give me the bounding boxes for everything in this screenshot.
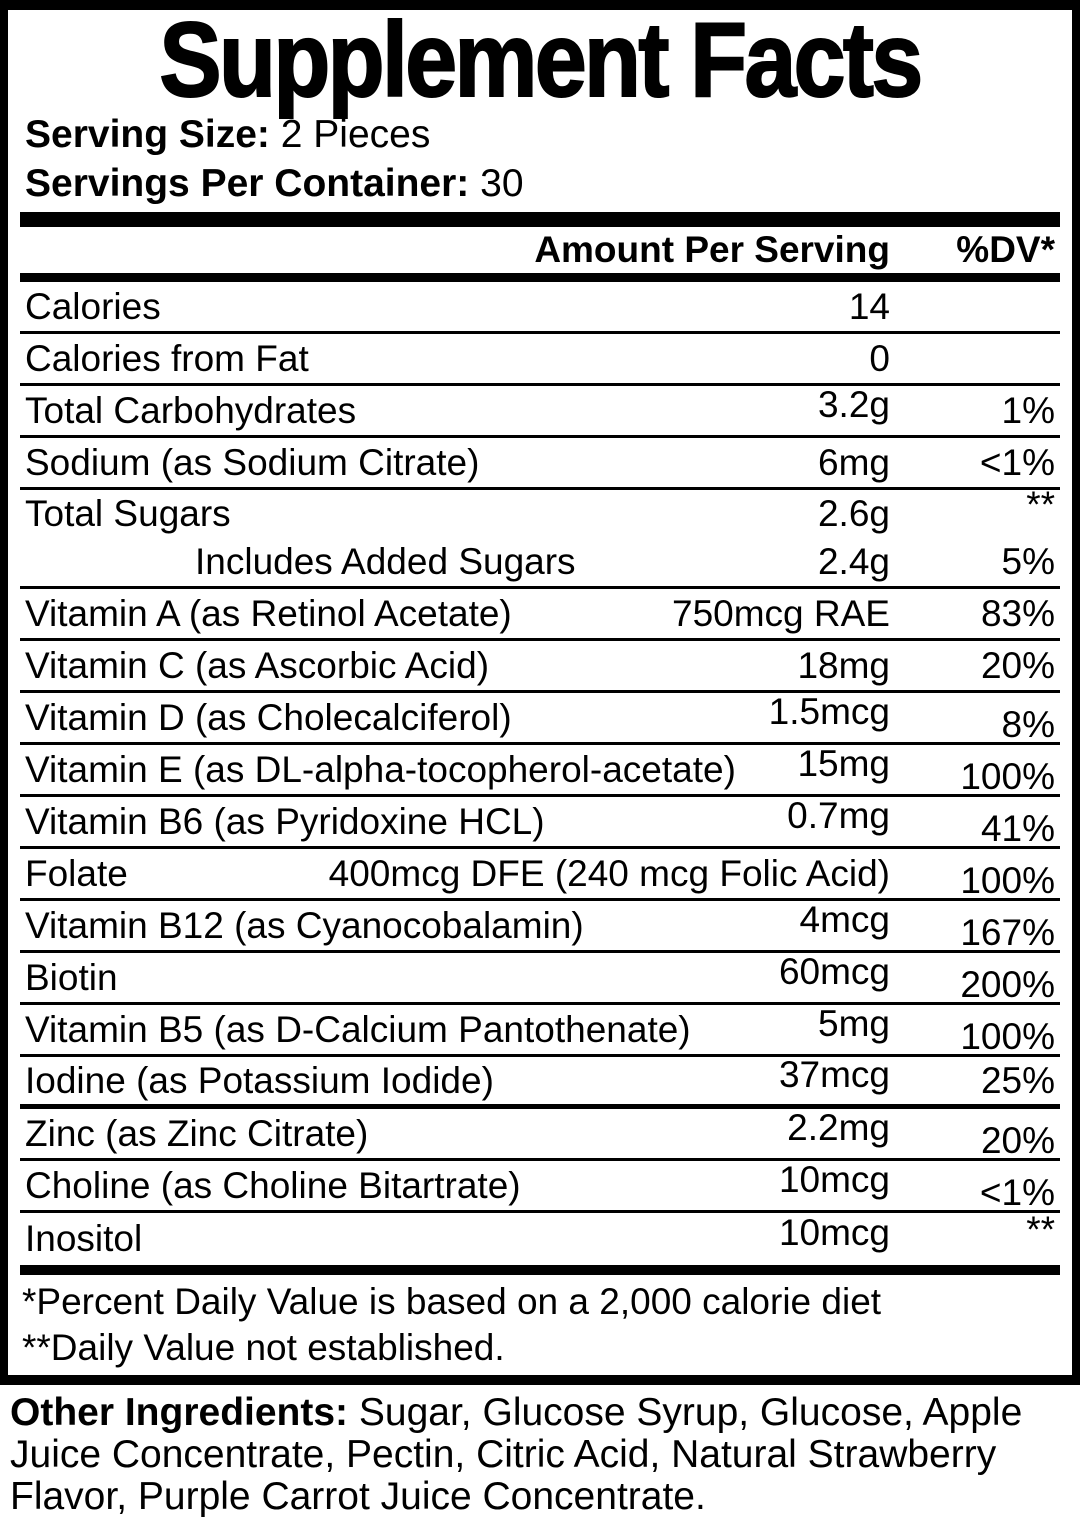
nutrient-label: Vitamin C (as Ascorbic Acid): [25, 644, 490, 686]
nutrient-dv: 100%: [960, 859, 1055, 901]
nutrient-amount: 0.7mg: [787, 794, 890, 836]
nutrient-dv: 8%: [1001, 703, 1055, 745]
nutrient-label: Vitamin B6 (as Pyridoxine HCL): [25, 800, 545, 842]
thick-divider-footnotes: [20, 1265, 1060, 1275]
nutrient-row: Total Carbohydrates 3.2g 1%: [20, 383, 1060, 438]
other-ingredients-label: Other Ingredients:: [10, 1391, 349, 1434]
nutrient-dv: 20%: [980, 1119, 1055, 1161]
nutrient-label: Total Sugars: [25, 493, 231, 534]
nutrient-label: Includes Added Sugars: [195, 541, 576, 582]
thick-divider-top: [20, 212, 1060, 227]
nutrient-row: Calories from Fat 0: [20, 334, 1060, 386]
nutrient-dv: **: [1026, 1209, 1055, 1250]
nutrient-dv: 25%: [980, 1059, 1055, 1101]
servings-per-container-line: Servings Per Container: 30: [25, 159, 1072, 208]
nutrient-label: Vitamin B5 (as D-Calcium Pantothenate): [25, 1008, 691, 1050]
nutrient-amount: 2.2mg: [787, 1106, 890, 1148]
nutrient-amount: 14: [848, 285, 890, 327]
footnote-daily-value: *Percent Daily Value is based on a 2,000…: [22, 1281, 882, 1322]
nutrient-amount: 15mg: [797, 742, 890, 784]
nutrient-row-group: Total Sugars 2.6g ** Includes Added Sugars 2…: [20, 484, 1060, 589]
nutrient-rows: Calories 14 Calories from Fat 0 Total Carboh…: [8, 282, 1072, 1265]
nutrient-row: Vitamin D (as Cholecalciferol) 1.5mcg 8%: [20, 690, 1060, 745]
nutrient-amount: 10mcg: [778, 1212, 890, 1253]
nutrient-dv: 20%: [980, 644, 1055, 686]
other-ingredients-text: Sugar, Glucose Syrup, Glucose, Apple Jui…: [10, 1391, 1023, 1518]
nutrient-amount: 0: [869, 337, 890, 379]
nutrient-dv: 167%: [960, 911, 1055, 953]
nutrient-row: Vitamin C (as Ascorbic Acid) 18mg 20%: [20, 641, 1060, 693]
nutrient-label: Sodium (as Sodium Citrate): [25, 441, 480, 483]
serving-info: Serving Size: 2 Pieces Servings Per Cont…: [8, 110, 1072, 208]
nutrient-dv: <1%: [979, 1171, 1055, 1213]
nutrient-label: Choline (as Choline Bitartrate): [25, 1164, 521, 1206]
nutrient-amount: 6mg: [818, 441, 890, 483]
nutrient-amount: 1.5mcg: [768, 690, 890, 732]
nutrient-row: Total Sugars 2.6g **: [20, 484, 1060, 538]
servings-per-container-label: Servings Per Container:: [25, 162, 470, 205]
nutrient-amount: 10mcg: [778, 1158, 890, 1200]
nutrient-amount: 60mcg: [778, 950, 890, 992]
nutrient-label: Inositol: [25, 1218, 143, 1259]
nutrient-row: Vitamin A (as Retinol Acetate) 750mcg RAE…: [20, 589, 1060, 641]
nutrient-amount: 37mcg: [778, 1053, 890, 1095]
nutrient-dv: 100%: [960, 755, 1055, 797]
nutrient-dv: 100%: [960, 1015, 1055, 1057]
nutrient-subrow: Includes Added Sugars 2.4g 5%: [20, 538, 1060, 586]
serving-size-value: 2 Pieces: [280, 113, 431, 156]
nutrient-label: Zinc (as Zinc Citrate): [25, 1112, 369, 1154]
nutrient-label: Folate: [25, 852, 128, 894]
nutrient-amount: 750mcg RAE: [672, 592, 890, 634]
column-header-row: Amount Per Serving %DV*: [20, 227, 1060, 273]
nutrient-row: Calories 14: [20, 282, 1060, 334]
nutrient-amount: 2.4g: [817, 541, 890, 582]
nutrient-amount: 5mg: [818, 1002, 890, 1044]
amount-column-header: Amount Per Serving: [534, 229, 890, 270]
nutrient-amount: 3.2g: [817, 383, 890, 425]
nutrient-label: Vitamin B12 (as Cyanocobalamin): [25, 904, 584, 946]
nutrient-dv: 5%: [1001, 541, 1055, 582]
thick-divider-header: [20, 273, 1060, 282]
nutrient-label: Vitamin A (as Retinol Acetate): [25, 592, 512, 634]
dv-column-header: %DV*: [956, 229, 1055, 270]
footnotes: *Percent Daily Value is based on a 2,000…: [8, 1275, 1072, 1371]
footnote-not-established: **Daily Value not established.: [22, 1327, 505, 1368]
nutrient-label: Vitamin D (as Cholecalciferol): [25, 696, 512, 738]
nutrient-label: Biotin: [25, 956, 118, 998]
nutrient-dv: <1%: [979, 441, 1055, 483]
nutrient-label: Total Carbohydrates: [25, 389, 357, 431]
nutrient-amount: 2.6g: [817, 493, 890, 534]
nutrient-row: Inositol 10mcg **: [20, 1209, 1060, 1265]
nutrient-dv: 1%: [1001, 389, 1055, 431]
nutrient-dv: 83%: [980, 592, 1055, 634]
nutrient-amount: 18mg: [797, 644, 890, 686]
nutrient-dv: 200%: [960, 963, 1055, 1005]
panel-title: Supplement Facts: [159, 1, 925, 119]
other-ingredients: Other Ingredients: Sugar, Glucose Syrup,…: [0, 1392, 1052, 1518]
nutrient-row: Folate 400mcg DFE (240 mcg Folic Acid) 100…: [20, 849, 1060, 901]
nutrient-row: Biotin 60mcg 200%: [20, 950, 1060, 1005]
nutrient-dv: **: [1026, 484, 1055, 525]
nutrient-label: Vitamin E (as DL-alpha-tocopherol-acetat…: [25, 748, 736, 790]
servings-per-container-value: 30: [480, 162, 524, 205]
nutrient-row: Vitamin B12 (as Cyanocobalamin) 4mcg 167%: [20, 898, 1060, 953]
nutrient-label: Iodine (as Potassium Iodide): [25, 1059, 494, 1101]
nutrient-row: Zinc (as Zinc Citrate) 2.2mg 20%: [20, 1106, 1060, 1161]
nutrient-row: Sodium (as Sodium Citrate) 6mg <1%: [20, 438, 1060, 490]
nutrient-amount: 4mcg: [799, 898, 890, 940]
nutrient-label: Calories from Fat: [25, 337, 309, 379]
serving-size-line: Serving Size: 2 Pieces: [25, 110, 1072, 159]
nutrient-amount: 400mcg DFE (240 mcg Folic Acid): [328, 852, 890, 894]
nutrient-row: Choline (as Choline Bitartrate) 10mcg <1%: [20, 1158, 1060, 1213]
nutrient-row: Vitamin E (as DL-alpha-tocopherol-acetat…: [20, 742, 1060, 797]
nutrient-row: Iodine (as Potassium Iodide) 37mcg 25%: [20, 1053, 1060, 1109]
supplement-facts-panel: Supplement Facts Serving Size: 2 Pieces …: [0, 0, 1080, 1385]
nutrient-label: Calories: [25, 285, 161, 327]
nutrient-dv: 41%: [980, 807, 1055, 849]
nutrient-row: Vitamin B5 (as D-Calcium Pantothenate) 5m…: [20, 1002, 1060, 1057]
serving-size-label: Serving Size:: [25, 113, 270, 156]
nutrient-row: Vitamin B6 (as Pyridoxine HCL) 0.7mg 41%: [20, 794, 1060, 849]
